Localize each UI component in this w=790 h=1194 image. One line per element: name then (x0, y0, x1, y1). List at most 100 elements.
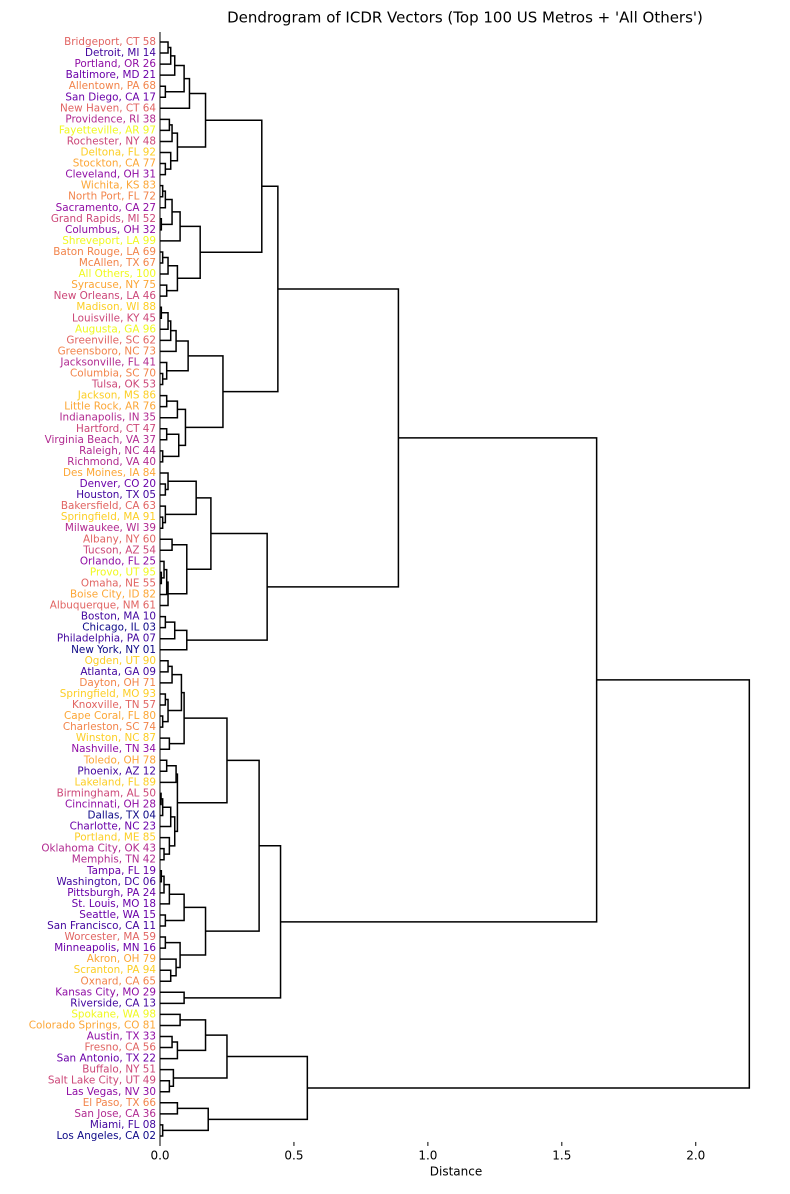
dendrogram-link (160, 284, 168, 297)
leaf-label: Des Moines, IA 84 (63, 467, 156, 479)
leaf-label: Boise City, ID 82 (70, 589, 156, 601)
dendrogram-link (280, 437, 598, 923)
leaf-label: Sacramento, CA 27 (56, 202, 156, 214)
leaf-label: Akron, OH 79 (87, 953, 156, 965)
leaf-label: Springfield, MA 91 (61, 511, 156, 523)
x-axis-label: Distance (430, 1165, 482, 1179)
dendrogram-link (161, 198, 173, 226)
dendrogram-link (160, 320, 172, 342)
leaf-label: Cincinnati, OH 28 (65, 798, 156, 810)
dendrogram-link (169, 816, 176, 847)
leaf-label: New York, NY 01 (71, 644, 156, 656)
dendrogram-link (160, 218, 163, 231)
dendrogram-link (177, 92, 207, 148)
dendrogram-link (160, 77, 191, 110)
dendrogram-link (160, 538, 173, 552)
dendrogram-link (160, 629, 188, 651)
leaf-label: Denver, CO 20 (80, 478, 156, 490)
leaf-label: Salt Lake City, UT 49 (48, 1075, 156, 1087)
dendrogram-link (160, 1068, 175, 1087)
leaf-label: Indianapolis, IN 35 (59, 412, 156, 424)
leaf-label: Wichita, KS 83 (81, 180, 156, 192)
leaf-label: North Port, FL 72 (68, 191, 156, 203)
leaf-label: Worcester, MA 59 (64, 931, 156, 943)
leaf-label: Minneapolis, MN 16 (54, 942, 156, 954)
dendrogram-link (160, 306, 163, 319)
dendrogram-link (160, 806, 172, 828)
leaf-label: Houston, TX 05 (76, 489, 156, 501)
leaf-label: Rochester, NY 48 (67, 135, 156, 147)
leaf-label: San Antonio, TX 22 (57, 1053, 156, 1065)
leaf-label: Virginia Beach, VA 37 (45, 434, 156, 446)
dendrogram-link (160, 792, 162, 806)
leaf-label: Grand Rapids, MI 52 (51, 213, 156, 225)
leaf-label: All Others, 100 (78, 268, 156, 280)
dendrogram-link (160, 1013, 181, 1027)
leaf-label: Tampa, FL 19 (86, 865, 156, 877)
dendrogram-link (160, 737, 171, 750)
dendrogram-link (208, 1055, 309, 1121)
leaf-label: Charleston, SC 74 (63, 721, 157, 733)
dendrogram-link (160, 870, 163, 883)
leaf-label: Lakeland, FL 89 (74, 776, 156, 788)
leaf-label: Greensboro, NC 73 (58, 345, 156, 357)
leaf-label: Charlotte, NC 23 (70, 821, 156, 833)
dendrogram-link (168, 673, 183, 712)
leaf-label: Philadelphia, PA 07 (57, 633, 156, 645)
leaf-label: Cleveland, OH 31 (65, 169, 156, 181)
dendrogram-link (160, 1041, 179, 1060)
dendrogram-link (160, 256, 169, 275)
leaf-label: Tucson, AZ 54 (82, 544, 156, 556)
dendrogram-link (186, 497, 212, 571)
leaf-label: Raleigh, NC 44 (79, 445, 156, 457)
leaf-label: Colorado Springs, CO 81 (29, 1019, 156, 1031)
leaf-label: Augusta, GA 96 (75, 323, 156, 335)
leaf-label: Madison, WI 88 (76, 301, 156, 313)
dendrogram-link (160, 124, 173, 143)
leaf-label: Portland, ME 85 (74, 832, 156, 844)
dendrogram-link (160, 190, 167, 209)
dendrogram-link (185, 355, 224, 429)
x-tick-label: 0.0 (150, 1148, 169, 1162)
dendrogram-link (165, 480, 197, 516)
leaf-label: Providence, RI 38 (65, 113, 156, 125)
leaf-label: Spokane, WA 98 (71, 1008, 156, 1020)
leaf-label: Kansas City, MO 29 (55, 986, 156, 998)
dendrogram-link (200, 119, 263, 254)
leaf-label: Hartford, CT 47 (76, 423, 156, 435)
leaf-label: Chicago, IL 03 (82, 622, 156, 634)
dendrogram-link (160, 472, 169, 491)
dendrogram-link (160, 394, 168, 408)
dendrogram-link (160, 55, 176, 76)
dendrogram-link (160, 483, 167, 496)
leaf-label: Memphis, TN 42 (72, 854, 156, 866)
leaf-label: Atlanta, GA 09 (80, 666, 156, 678)
leaf-label: Ogden, UT 90 (85, 655, 156, 667)
dendrogram-link (168, 544, 188, 595)
dendrogram-link (160, 428, 168, 441)
leaf-label: Dayton, OH 71 (79, 677, 156, 689)
dendrogram-link (160, 211, 181, 242)
leaf-label: Tulsa, OK 53 (91, 379, 156, 391)
dendrogram-link (177, 717, 228, 804)
leaf-label: Los Angeles, CA 02 (56, 1130, 156, 1142)
leaf-label: Scranton, PA 94 (74, 964, 157, 976)
dendrogram-link (160, 759, 168, 773)
leaf-label: San Jose, CA 36 (74, 1108, 156, 1120)
leaf-label: Cape Coral, FL 80 (64, 710, 156, 722)
leaf-label: Provo, UT 95 (90, 566, 156, 578)
leaf-label: Columbus, OH 32 (65, 224, 156, 236)
leaf-label: San Francisco, CA 11 (47, 920, 156, 932)
leaf-label: Omaha, NE 55 (81, 577, 156, 589)
dendrogram-link (160, 665, 173, 684)
leaf-label: Oklahoma City, OK 43 (41, 843, 156, 855)
leaf-label: Dallas, TX 04 (87, 810, 156, 822)
dendrogram-link (160, 936, 167, 949)
leaf-label: Winston, NC 87 (76, 732, 156, 744)
dendrogram-link (160, 615, 167, 629)
dendrogram-link (160, 660, 169, 673)
leaf-label: Toledo, OH 78 (83, 754, 156, 766)
leaf-label: Allentown, PA 68 (69, 80, 156, 92)
leaf-label: New Orleans, LA 46 (54, 290, 156, 302)
